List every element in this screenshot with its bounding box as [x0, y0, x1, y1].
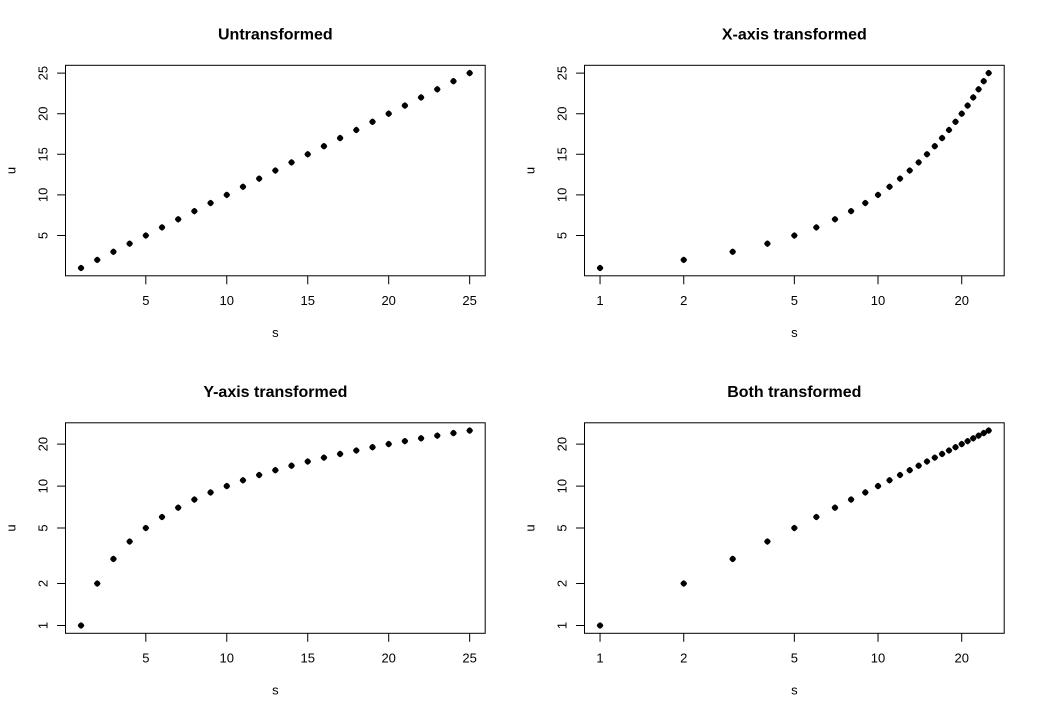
svg-text:X-axis transformed: X-axis transformed: [722, 27, 867, 44]
svg-text:20: 20: [554, 437, 569, 451]
svg-text:2: 2: [35, 580, 50, 587]
svg-text:2: 2: [680, 651, 687, 666]
svg-text:u: u: [3, 524, 18, 531]
svg-text:s: s: [272, 682, 279, 697]
svg-text:25: 25: [554, 66, 569, 80]
svg-text:1: 1: [35, 622, 50, 629]
svg-text:2: 2: [680, 293, 687, 308]
svg-text:20: 20: [954, 651, 968, 666]
svg-text:1: 1: [554, 622, 569, 629]
svg-text:5: 5: [791, 293, 798, 308]
svg-text:Both transformed: Both transformed: [727, 384, 861, 401]
svg-text:1: 1: [596, 293, 603, 308]
svg-text:2: 2: [554, 580, 569, 587]
svg-text:20: 20: [35, 106, 50, 120]
svg-text:s: s: [272, 325, 279, 340]
svg-text:15: 15: [300, 651, 314, 666]
svg-text:Y-axis transformed: Y-axis transformed: [203, 384, 347, 401]
svg-text:u: u: [3, 167, 18, 174]
svg-text:Untransformed: Untransformed: [218, 27, 333, 44]
svg-text:5: 5: [35, 524, 50, 531]
svg-text:5: 5: [142, 293, 149, 308]
svg-text:15: 15: [300, 293, 314, 308]
svg-text:s: s: [791, 325, 798, 340]
svg-text:5: 5: [35, 232, 50, 239]
svg-text:25: 25: [462, 651, 476, 666]
svg-text:20: 20: [381, 293, 395, 308]
svg-text:u: u: [522, 524, 537, 531]
svg-text:10: 10: [871, 651, 885, 666]
svg-text:25: 25: [35, 66, 50, 80]
svg-text:15: 15: [35, 147, 50, 161]
svg-text:s: s: [791, 682, 798, 697]
svg-text:5: 5: [791, 651, 798, 666]
svg-text:5: 5: [554, 232, 569, 239]
svg-text:15: 15: [554, 147, 569, 161]
svg-text:20: 20: [554, 106, 569, 120]
svg-text:20: 20: [35, 437, 50, 451]
svg-text:10: 10: [35, 479, 50, 493]
svg-text:5: 5: [142, 651, 149, 666]
svg-text:u: u: [522, 167, 537, 174]
svg-text:20: 20: [381, 651, 395, 666]
svg-text:10: 10: [554, 188, 569, 202]
svg-text:1: 1: [596, 651, 603, 666]
svg-text:5: 5: [554, 524, 569, 531]
svg-text:20: 20: [954, 293, 968, 308]
svg-text:10: 10: [35, 188, 50, 202]
svg-text:10: 10: [220, 651, 234, 666]
svg-text:25: 25: [462, 293, 476, 308]
svg-text:10: 10: [554, 479, 569, 493]
svg-text:10: 10: [871, 293, 885, 308]
svg-text:10: 10: [220, 293, 234, 308]
